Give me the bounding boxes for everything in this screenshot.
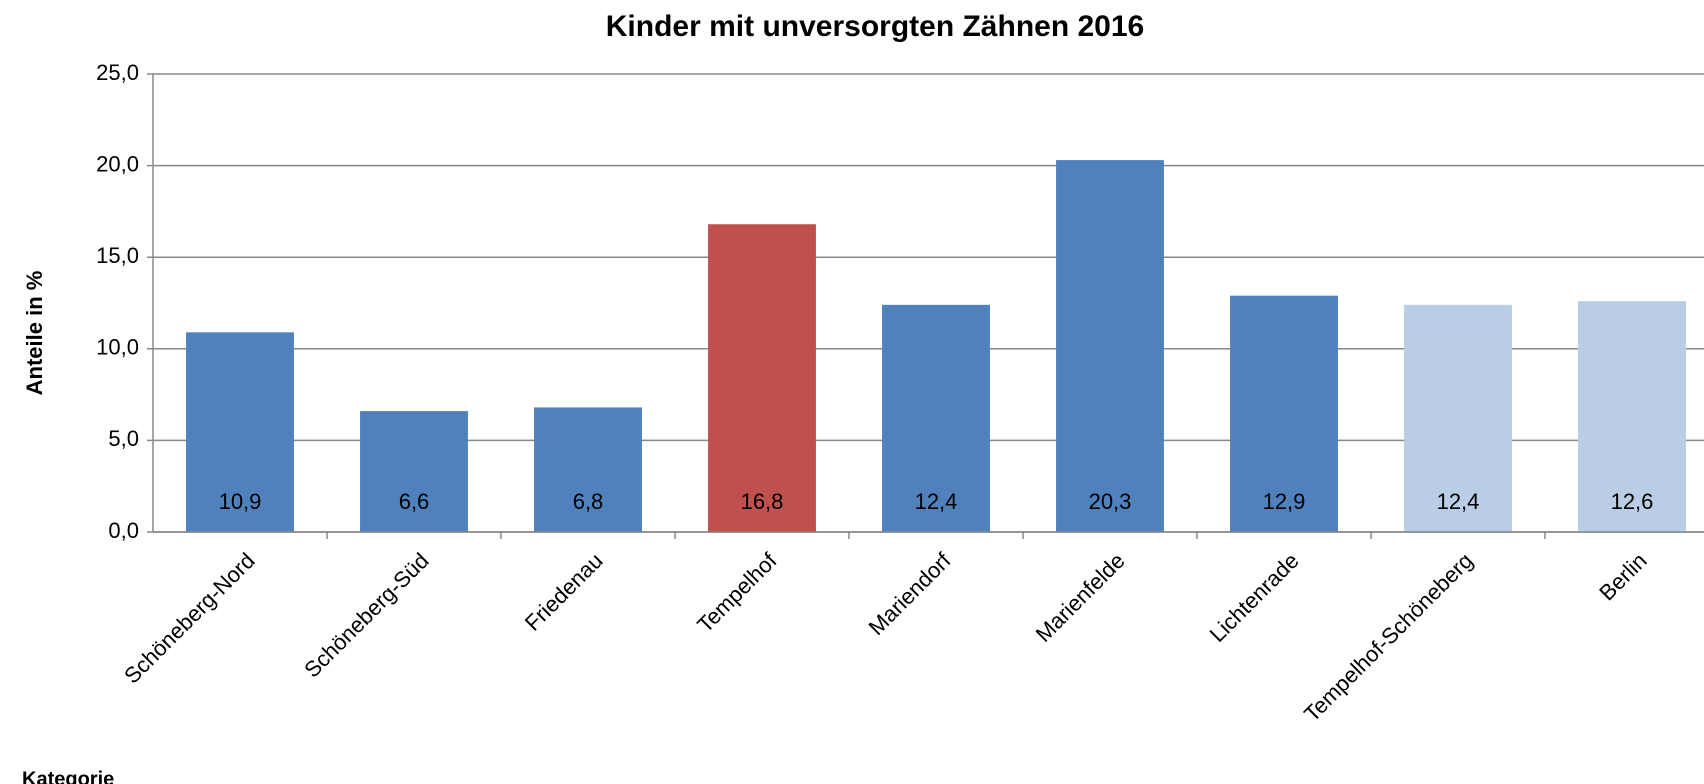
y-axis-label: Anteile in % (22, 271, 47, 396)
y-tick-label: 20,0 (96, 151, 139, 176)
bar (186, 332, 294, 532)
data-label: 12,4 (1437, 489, 1480, 514)
x-tick-label: Marienfelde (1031, 548, 1130, 647)
bar (534, 407, 642, 532)
x-tick-label: Tempelhof (692, 547, 782, 637)
data-label: 12,9 (1263, 489, 1306, 514)
data-label: 10,9 (219, 489, 262, 514)
data-label: 20,3 (1089, 489, 1132, 514)
bar (1404, 304, 1512, 532)
x-tick-label: Friedenau (520, 548, 608, 636)
bar (708, 224, 816, 532)
y-tick-label: 15,0 (96, 243, 139, 268)
y-tick-label: 25,0 (96, 60, 139, 85)
data-label: 12,6 (1611, 489, 1654, 514)
y-tick-label: 0,0 (108, 518, 139, 543)
bar (1056, 160, 1164, 532)
data-label: 6,6 (399, 489, 430, 514)
x-tick-label: Schöneberg-Süd (299, 548, 433, 682)
bar (360, 411, 468, 532)
y-tick-label: 5,0 (108, 426, 139, 451)
x-tick-label: Lichtenrade (1205, 548, 1304, 647)
chart-title: Kinder mit unversorgten Zähnen 2016 (606, 10, 1144, 43)
x-tick-label: Schöneberg-Nord (119, 548, 259, 688)
bar (882, 304, 990, 532)
x-tick-label: Tempelhof-Schöneberg (1299, 548, 1478, 727)
data-label: 6,8 (573, 489, 604, 514)
x-tick-label: Mariendorf (864, 547, 957, 640)
data-label: 16,8 (741, 489, 784, 514)
bar (1230, 295, 1338, 532)
data-label: 12,4 (915, 489, 958, 514)
x-tick-label: Berlin (1594, 548, 1651, 605)
bar (1578, 301, 1686, 532)
y-tick-label: 10,0 (96, 335, 139, 360)
x-axis-label: Kategorie (22, 768, 114, 784)
